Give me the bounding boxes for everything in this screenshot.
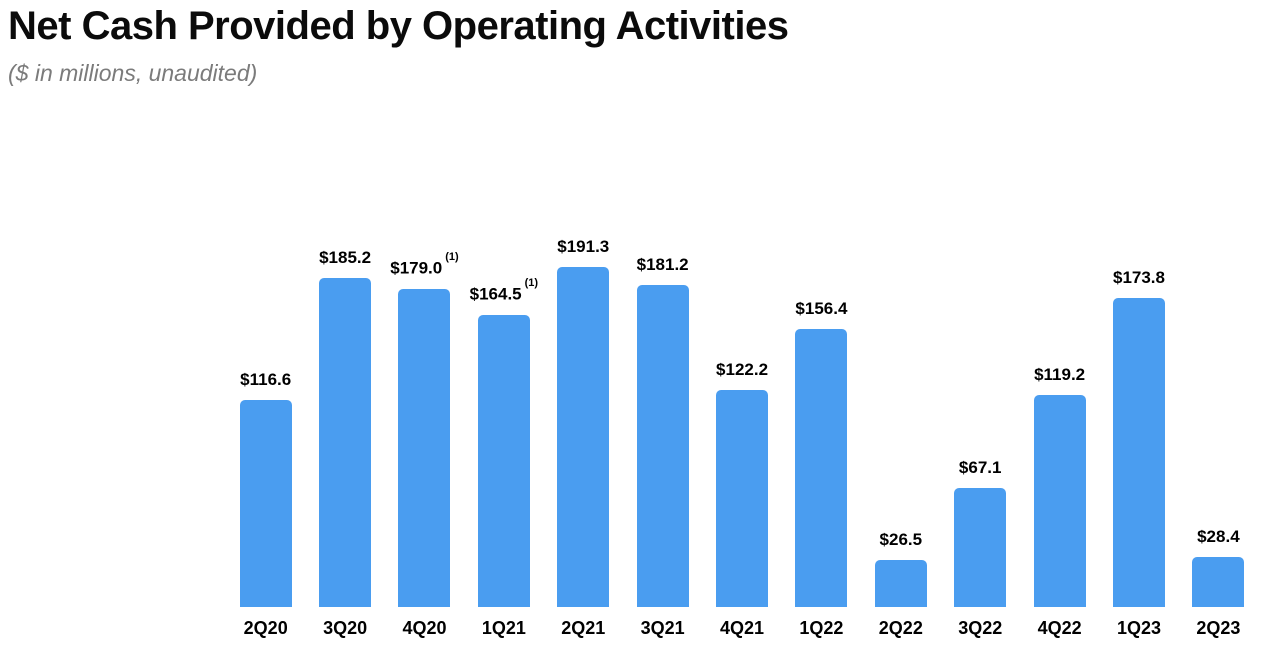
bar-value-text: $185.2 bbox=[319, 248, 372, 267]
bar-column: $179.0(1) 4Q20 bbox=[385, 200, 464, 645]
bar bbox=[874, 560, 927, 607]
bar-value-label: $181.2 bbox=[637, 256, 689, 273]
bar-column: $191.3 2Q21 bbox=[544, 200, 623, 645]
x-axis-label: 3Q21 bbox=[640, 618, 685, 638]
x-axis-label: 1Q22 bbox=[799, 618, 844, 638]
bar-value-text: $67.1 bbox=[958, 458, 1002, 477]
bar-column: $156.4 1Q22 bbox=[782, 200, 861, 645]
bar-value-text: $156.4 bbox=[795, 299, 848, 318]
bar-column: $28.4 2Q23 bbox=[1179, 200, 1258, 645]
bar-value-label: $26.5 bbox=[880, 531, 923, 548]
bar-column: $119.2 4Q22 bbox=[1020, 200, 1099, 645]
bar-value-text: $116.6 bbox=[240, 370, 292, 389]
bar-column: $116.6 2Q20 bbox=[226, 200, 305, 645]
x-axis-label: 1Q23 bbox=[1116, 618, 1162, 638]
x-axis-label: 1Q21 bbox=[481, 618, 526, 638]
bar-value-text: $179.0 bbox=[390, 259, 443, 278]
x-axis-label: 2Q20 bbox=[243, 618, 288, 638]
bar-chart: $116.6 2Q20 $185.2 3Q20 $179.0(1) 4Q20 $164.5(… bbox=[226, 200, 1258, 645]
bar bbox=[1112, 298, 1165, 607]
x-axis-label: 4Q20 bbox=[402, 618, 447, 638]
bar bbox=[477, 315, 530, 607]
bar bbox=[557, 267, 610, 607]
chart-subtitle: ($ in millions, unaudited) bbox=[8, 60, 258, 86]
bar-column: $181.2 3Q21 bbox=[623, 200, 702, 645]
bar-column: $26.5 2Q22 bbox=[861, 200, 940, 645]
chart-title: Net Cash Provided by Operating Activitie… bbox=[8, 4, 789, 48]
bar bbox=[239, 400, 292, 607]
bar-value-text: $191.3 bbox=[557, 237, 610, 256]
bar-column: $185.2 3Q20 bbox=[305, 200, 384, 645]
bar-column: $164.5(1) 1Q21 bbox=[464, 200, 543, 645]
bar-value-label: $122.2 bbox=[716, 361, 768, 378]
bar bbox=[795, 329, 848, 607]
bar-column: $122.2 4Q21 bbox=[702, 200, 781, 645]
bar-value-label: $191.3 bbox=[557, 238, 609, 255]
bar-value-text: $122.2 bbox=[716, 360, 769, 379]
x-axis-label: 2Q23 bbox=[1196, 618, 1241, 638]
bar-value-label: $28.4 bbox=[1197, 528, 1240, 545]
bar bbox=[398, 289, 451, 607]
bar-value-text: $173.8 bbox=[1112, 268, 1165, 287]
bar-value-label: $179.0(1) bbox=[390, 252, 458, 278]
bar-value-label: $116.6 bbox=[240, 371, 291, 388]
footnote-marker: (1) bbox=[445, 251, 459, 264]
bar-value-text: $181.2 bbox=[636, 255, 689, 274]
bar-value-label: $119.2 bbox=[1034, 366, 1085, 383]
bar-value-label: $156.4 bbox=[795, 300, 847, 317]
bar-value-label: $185.2 bbox=[319, 249, 371, 266]
bar-column: $67.1 3Q22 bbox=[941, 200, 1020, 645]
bar bbox=[636, 285, 689, 607]
bar bbox=[954, 488, 1007, 607]
bar-column: $173.8 1Q23 bbox=[1099, 200, 1178, 645]
bar bbox=[1192, 557, 1245, 607]
bar-value-label: $67.1 bbox=[959, 459, 1002, 476]
bar-value-label: $173.8 bbox=[1113, 269, 1165, 286]
bar-value-text: $28.4 bbox=[1197, 527, 1240, 546]
x-axis-label: 2Q21 bbox=[561, 618, 606, 638]
footnote-marker: (1) bbox=[524, 277, 539, 290]
x-axis-label: 4Q21 bbox=[720, 618, 765, 638]
bar bbox=[1033, 395, 1086, 607]
bar bbox=[319, 278, 372, 607]
x-axis-label: 3Q20 bbox=[323, 618, 368, 638]
bar bbox=[716, 390, 769, 607]
x-axis-label: 3Q22 bbox=[958, 618, 1003, 638]
bar-value-text: $164.5 bbox=[469, 285, 522, 304]
bar-value-label: $164.5(1) bbox=[469, 278, 538, 304]
x-axis-label: 4Q22 bbox=[1037, 618, 1082, 638]
bar-value-text: $119.2 bbox=[1034, 365, 1086, 384]
bar-value-text: $26.5 bbox=[879, 530, 923, 549]
x-axis-label: 2Q22 bbox=[878, 618, 923, 638]
